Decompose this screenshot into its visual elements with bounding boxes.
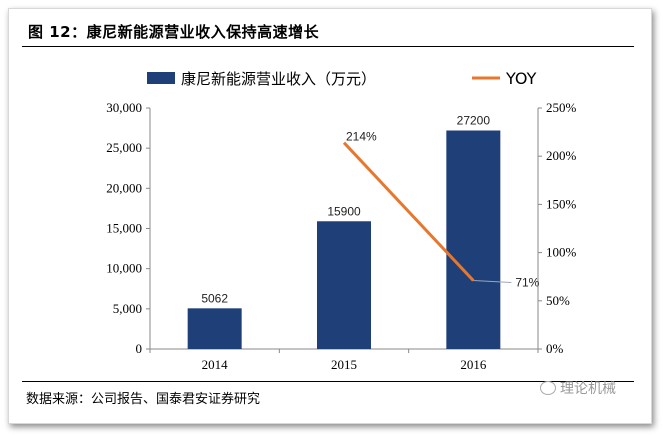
right-tick-label: 50% <box>546 293 570 308</box>
title-divider <box>22 46 634 47</box>
revenue-bar <box>187 308 242 349</box>
bar-data-label: 27200 <box>457 113 491 127</box>
watermark-text: 理论机械 <box>560 381 616 397</box>
bar-data-label: 5062 <box>201 291 228 305</box>
wechat-icon <box>540 381 556 395</box>
left-tick-label: 10,000 <box>106 261 142 276</box>
x-tick-label: 2016 <box>460 357 487 372</box>
revenue-bar <box>446 130 501 349</box>
left-tick-label: 20,000 <box>106 180 142 195</box>
right-tick-label: 250% <box>546 100 577 115</box>
legend-line-label: YOY <box>505 69 537 88</box>
yoy-line <box>342 141 475 282</box>
left-tick-label: 25,000 <box>106 140 142 155</box>
figure-frame <box>8 8 652 424</box>
yoy-data-label: 71% <box>515 276 539 290</box>
yoy-data-label: 214% <box>346 130 377 144</box>
revenue-bar <box>317 221 371 349</box>
legend-bar-swatch <box>147 72 175 84</box>
bar-data-label: 15900 <box>327 204 361 218</box>
legend-bar-label: 康尼新能源营业收入（万元） <box>181 70 376 88</box>
figure-title: 图 12：康尼新能源营业收入保持高速增长 <box>28 23 320 41</box>
right-tick-label: 150% <box>546 196 577 211</box>
source-divider <box>22 381 634 382</box>
x-tick-label: 2015 <box>331 357 357 372</box>
left-tick-label: 15,000 <box>106 221 142 236</box>
watermark: 理论机械 <box>540 378 616 398</box>
left-tick-label: 5,000 <box>113 301 142 316</box>
left-tick-label: 30,000 <box>106 100 142 115</box>
right-tick-label: 100% <box>546 245 577 260</box>
left-tick-label: 0 <box>136 341 143 356</box>
source-note: 数据来源：公司报告、国泰君安证券研究 <box>26 392 261 407</box>
x-tick-label: 2014 <box>202 357 229 372</box>
right-tick-label: 200% <box>546 148 577 163</box>
right-tick-label: 0% <box>546 341 564 356</box>
yoy-label-leader <box>473 280 512 284</box>
